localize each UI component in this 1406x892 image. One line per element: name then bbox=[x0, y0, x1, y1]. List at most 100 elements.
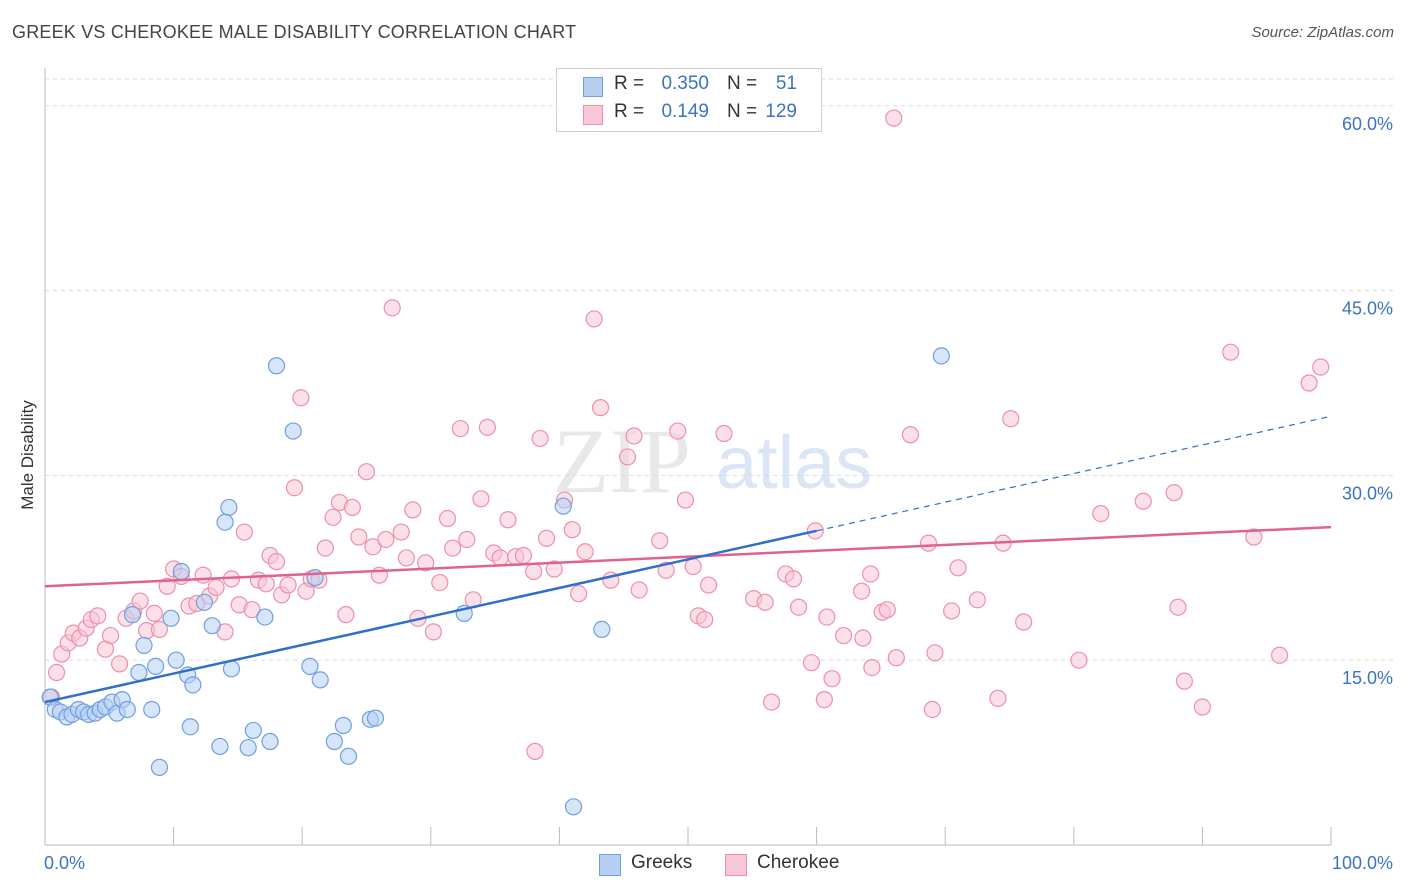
greeks-trend-line bbox=[44, 529, 817, 704]
cherokee-point bbox=[878, 601, 896, 619]
cherokee-point bbox=[625, 427, 643, 445]
correlation-legend: R = 0.350 N = 51 R = 0.149 N = 129 bbox=[556, 68, 822, 132]
cherokee-point bbox=[438, 509, 457, 528]
cherokee-point bbox=[887, 649, 905, 667]
cherokee-point bbox=[514, 546, 532, 565]
cherokee-point bbox=[618, 448, 637, 466]
cherokee-point bbox=[1070, 651, 1088, 669]
cherokee-legend-label: Cherokee bbox=[757, 852, 840, 873]
cherokee-point bbox=[863, 658, 881, 677]
cherokee-point bbox=[337, 606, 355, 624]
cherokee-point bbox=[1193, 698, 1212, 716]
greeks-point bbox=[311, 671, 329, 689]
cherokee-point bbox=[537, 529, 556, 547]
y-tick-label: 45.0% bbox=[1342, 299, 1393, 319]
cherokee-point bbox=[545, 560, 563, 578]
cherokee-point bbox=[364, 538, 382, 556]
cherokee-point bbox=[1134, 492, 1152, 510]
cherokee-point bbox=[424, 623, 442, 641]
greeks-point bbox=[135, 636, 153, 655]
cherokee-point bbox=[715, 424, 733, 443]
cherokee-point bbox=[89, 607, 107, 625]
cherokee-point bbox=[784, 570, 803, 588]
cherokee-point bbox=[835, 626, 853, 645]
cherokee-point bbox=[292, 389, 310, 407]
cherokee-point bbox=[324, 508, 342, 526]
greeks-point bbox=[216, 513, 234, 531]
greeks-point bbox=[184, 676, 202, 694]
greeks-point bbox=[932, 347, 950, 365]
cherokee-point bbox=[383, 299, 401, 317]
greeks-point bbox=[211, 737, 229, 756]
cherokee-point bbox=[1015, 613, 1033, 631]
cherokee-point bbox=[854, 629, 872, 647]
cherokee-point bbox=[526, 742, 544, 760]
cherokee-point bbox=[1092, 504, 1110, 523]
cherokee-point bbox=[862, 565, 880, 583]
greeks-point bbox=[284, 422, 302, 440]
greeks-point bbox=[123, 606, 142, 624]
greeks-legend-label: Greeks bbox=[631, 852, 693, 873]
cherokee-point bbox=[943, 602, 961, 620]
greeks-point bbox=[593, 620, 611, 639]
legend-n-value: 129 bbox=[765, 101, 797, 122]
cherokee-point bbox=[478, 418, 496, 436]
watermark-atlas: atlas bbox=[716, 421, 872, 504]
legend-n-value: 51 bbox=[775, 73, 797, 94]
cherokee-point bbox=[101, 626, 120, 645]
cherokee-point bbox=[1270, 646, 1289, 664]
greeks-point bbox=[118, 700, 136, 719]
greeks-point bbox=[143, 700, 161, 719]
cherokee-point bbox=[285, 479, 304, 497]
greeks-point bbox=[325, 732, 343, 751]
cherokee-point bbox=[585, 310, 603, 328]
cherokee-point bbox=[392, 523, 410, 541]
cherokee-point bbox=[576, 543, 594, 561]
cherokee-point bbox=[651, 532, 669, 550]
cherokee-point bbox=[923, 700, 941, 719]
greeks-point bbox=[146, 657, 165, 675]
greeks-point bbox=[162, 609, 180, 627]
cherokee-point bbox=[926, 644, 944, 662]
greeks-trend-extension bbox=[816, 415, 1332, 532]
cherokee-point bbox=[919, 534, 938, 552]
greeks-point bbox=[195, 593, 214, 611]
cherokee-point bbox=[762, 693, 781, 711]
greeks-point bbox=[339, 747, 358, 765]
greeks-point bbox=[220, 498, 238, 517]
cherokee-point bbox=[885, 109, 903, 127]
cherokee-point bbox=[1175, 672, 1193, 690]
greeks-point bbox=[150, 758, 169, 776]
source-note: Source: ZipAtlas.com bbox=[1251, 24, 1394, 41]
greeks-point bbox=[366, 709, 385, 727]
cherokee-point bbox=[158, 577, 176, 595]
cherokee-point bbox=[802, 654, 821, 672]
cherokee-point bbox=[316, 539, 334, 557]
greeks-point bbox=[261, 732, 279, 751]
cherokee-point bbox=[404, 501, 422, 519]
cherokee-point bbox=[343, 498, 361, 517]
cherokee-point bbox=[145, 604, 163, 622]
x-tick-label-end: 100.0% bbox=[1332, 853, 1393, 873]
cherokee-point bbox=[630, 581, 648, 599]
cherokee-point bbox=[1222, 343, 1240, 361]
cherokee-point bbox=[1312, 358, 1330, 376]
greeks-point bbox=[554, 497, 572, 515]
cherokee-point bbox=[789, 598, 808, 616]
cherokee-point bbox=[1169, 598, 1187, 616]
cherokee-point bbox=[591, 399, 610, 417]
cherokee-point bbox=[699, 576, 718, 594]
cherokee-point bbox=[563, 521, 581, 539]
cherokee-point bbox=[451, 419, 469, 438]
cherokee-point bbox=[756, 593, 774, 611]
cherokee-point bbox=[131, 592, 149, 610]
legend-r-label: R = bbox=[614, 101, 645, 122]
cherokee-point bbox=[684, 557, 702, 576]
cherokee-point bbox=[968, 591, 986, 609]
chart-title: GREEK VS CHEROKEE MALE DISABILITY CORREL… bbox=[12, 22, 577, 42]
greeks-point bbox=[244, 721, 262, 740]
cherokee-point bbox=[823, 670, 841, 688]
greeks-point bbox=[334, 716, 352, 735]
y-tick-label: 60.0% bbox=[1342, 114, 1393, 134]
